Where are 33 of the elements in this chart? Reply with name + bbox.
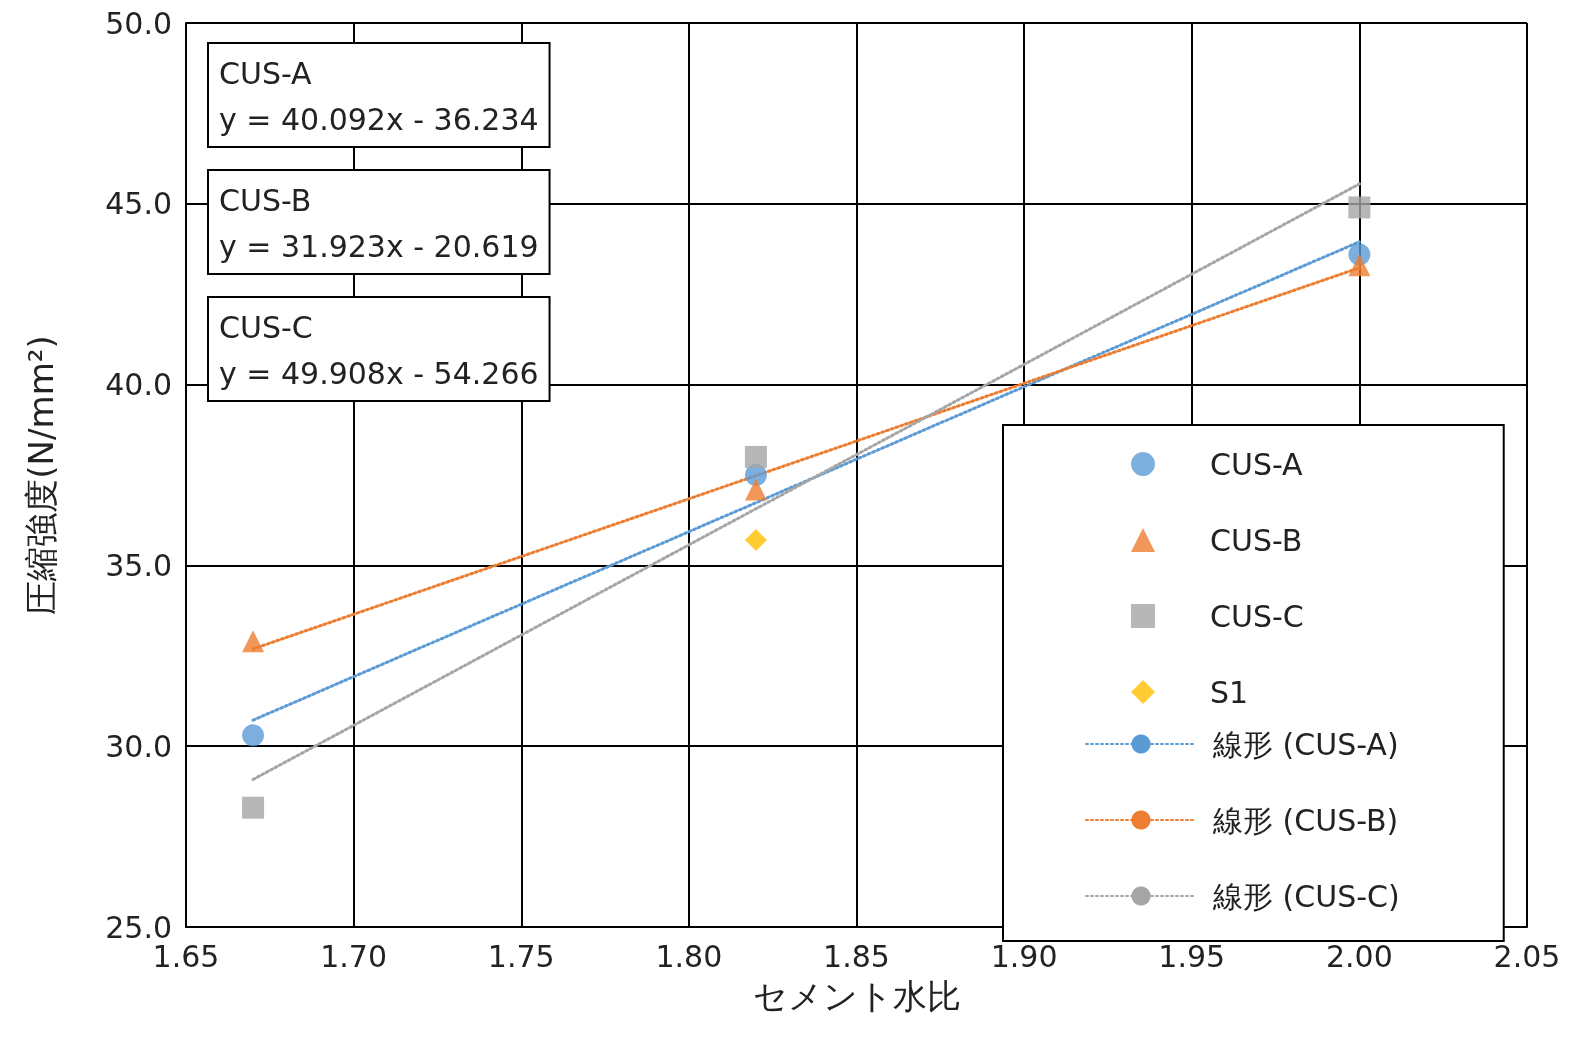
y-tick-label: 30.0	[105, 728, 172, 764]
annotation: CUS-B y = 31.923x - 20.619	[219, 182, 539, 264]
x-axis-title: セメント水比	[752, 976, 961, 1016]
legend-label: CUS-B	[1210, 522, 1303, 558]
x-tick-label: 1.90	[990, 938, 1058, 974]
x-tick-label: 2.00	[1325, 938, 1393, 974]
point	[744, 478, 767, 501]
annotation: CUS-C y = 49.908x - 54.266	[219, 309, 539, 391]
y-tick-label: 40.0	[105, 367, 172, 403]
legend-label: 線形 (CUS-A)	[1212, 726, 1399, 762]
y-tick-label: 45.0	[105, 186, 172, 222]
x-tick-label: 1.75	[487, 938, 555, 974]
point	[242, 796, 265, 819]
point	[744, 445, 767, 468]
point	[1348, 196, 1371, 219]
legend-label: 線形 (CUS-C)	[1212, 878, 1400, 914]
point	[1348, 254, 1371, 277]
legend-label: 線形 (CUS-B)	[1212, 802, 1399, 838]
annotation: CUS-A y = 40.092x - 36.234	[219, 55, 539, 137]
x-tick-label: 1.70	[320, 938, 388, 974]
point	[744, 529, 767, 552]
point	[242, 630, 265, 653]
y-tick-label: 35.0	[105, 547, 172, 583]
legend-label: CUS-A	[1210, 446, 1304, 482]
legend-label: CUS-C	[1210, 598, 1304, 634]
x-tick-label: 1.85	[823, 938, 890, 974]
x-tick-label: 1.95	[1158, 938, 1226, 974]
x-tick-label: 1.80	[655, 938, 723, 974]
x-tick-label: 2.05	[1493, 938, 1561, 974]
y-tick-label: 50.0	[105, 5, 172, 41]
point	[242, 724, 265, 747]
y-axis-title: 圧縮強度(N/mm²)	[21, 335, 61, 615]
legend-label: S1	[1210, 674, 1249, 710]
